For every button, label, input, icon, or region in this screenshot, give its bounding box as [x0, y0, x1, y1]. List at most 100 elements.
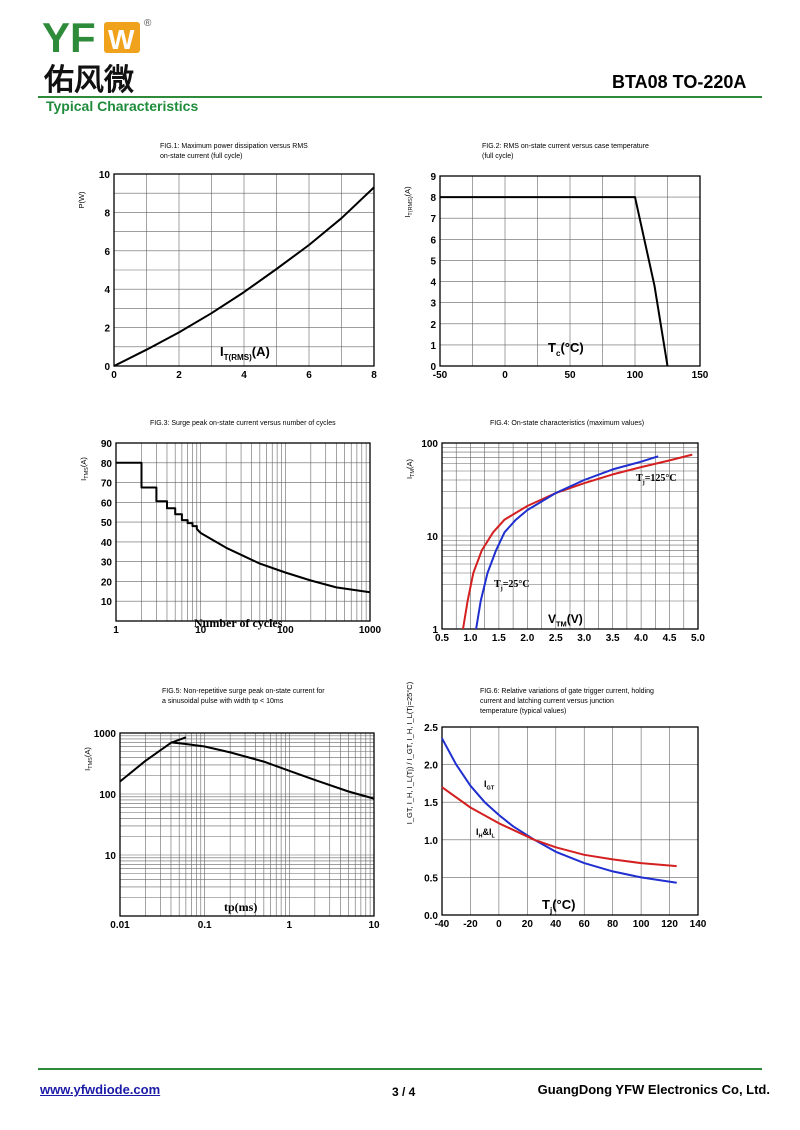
x-axis-label: IT(RMS)(A): [220, 344, 270, 362]
x-tick-label: 10: [195, 625, 207, 636]
plot-frame: [441, 442, 699, 630]
chart-fig1: FIG.1: Maximum power dissipation versus …: [77, 143, 377, 381]
y-tick-label: 0: [104, 362, 110, 373]
chart-title-line: (full cycle): [482, 153, 514, 160]
x-tick-label: 50: [564, 370, 576, 381]
y-tick-label: 10: [101, 597, 113, 608]
figure-4: FIG.4: On-state characteristics (maximum…: [398, 415, 728, 650]
x-tick-label: 1: [287, 920, 293, 931]
y-tick-label: 3: [430, 299, 436, 310]
footer-divider: [38, 1068, 762, 1070]
legend-tj-125: Tj=125°C: [636, 473, 677, 486]
section-title: Typical Characteristics: [46, 98, 199, 114]
x-tick-label: 150: [692, 370, 709, 381]
y-tick-label: 1000: [94, 729, 117, 740]
page-number: 3 / 4: [392, 1085, 416, 1099]
grid: [119, 732, 375, 917]
series-line: [441, 737, 677, 884]
x-tick-label: 4.0: [634, 633, 648, 644]
x-tick-label: -20: [463, 919, 478, 930]
plot-frame: [113, 173, 375, 367]
x-tick-label: 8: [371, 370, 377, 381]
x-tick-label: 140: [690, 919, 707, 930]
x-tick-label: 100: [277, 625, 294, 636]
chart-title-line: FIG.4: On-state characteristics (maximum…: [490, 420, 644, 427]
y-tick-label: 6: [104, 247, 110, 258]
x-tick-label: 1.0: [463, 633, 477, 644]
y-tick-label: 60: [101, 498, 113, 509]
figure-1: FIG.1: Maximum power dissipation versus …: [70, 138, 390, 388]
x-tick-label: 100: [627, 370, 644, 381]
figure-6: FIG.6: Relative variations of gate trigg…: [398, 681, 728, 933]
y-tick-label: 6: [430, 235, 436, 246]
y-tick-label: 7: [430, 214, 436, 225]
series-line: [113, 186, 375, 367]
plot-frame: [119, 732, 375, 917]
logo-w-letter: W: [108, 24, 135, 55]
y-tick-label: 50: [101, 518, 113, 529]
registered-mark: ®: [144, 18, 152, 29]
y-tick-label: 1.0: [424, 836, 438, 847]
chart-fig5: FIG.5: Non-repetitive surge peak on-stat…: [83, 688, 380, 931]
y-tick-label: 5: [430, 256, 436, 267]
y-axis-label: IT(RMS)(A): [403, 186, 414, 218]
y-tick-label: 4: [104, 285, 110, 296]
annotation-tp-ms: tp(ms): [224, 900, 257, 914]
x-tick-label: 40: [550, 919, 562, 930]
x-tick-label: 1.5: [492, 633, 506, 644]
series-line: [119, 736, 187, 783]
x-axis-label: Tc(°C): [548, 340, 584, 358]
y-tick-label: 1.5: [424, 798, 438, 809]
x-tick-label: 4.5: [663, 633, 677, 644]
figure-5: FIG.5: Non-repetitive surge peak on-stat…: [70, 683, 390, 933]
series-line: [440, 196, 669, 367]
x-tick-label: 0.01: [110, 920, 130, 931]
chart-title-line: temperature (typical values): [480, 708, 566, 715]
x-tick-label: 1: [113, 625, 119, 636]
header-divider: [38, 96, 762, 98]
chart-fig4: FIG.4: On-state characteristics (maximum…: [405, 420, 705, 644]
website-link[interactable]: www.yfwdiode.com: [40, 1082, 161, 1097]
y-tick-label: 20: [101, 577, 113, 588]
y-axis-label: I_GT, I_H, I_L(Tj) / I_GT, I_H, I_L(Tj=2…: [405, 681, 414, 824]
y-tick-label: 30: [101, 558, 113, 569]
x-tick-label: 1000: [359, 625, 382, 636]
y-tick-label: 0.5: [424, 873, 438, 884]
series-line: [475, 455, 659, 630]
logo-yf-text: YF: [42, 14, 96, 61]
grid: [113, 173, 375, 367]
series-line: [462, 453, 693, 630]
y-tick-label: 80: [101, 459, 113, 470]
y-tick-label: 100: [99, 790, 116, 801]
y-tick-label: 2: [104, 324, 110, 335]
x-tick-label: 100: [633, 919, 650, 930]
plot-frame: [441, 726, 699, 916]
y-axis-label: ITM(A): [405, 458, 416, 479]
x-axis-label: VTM(V): [548, 612, 583, 629]
x-tick-label: 4: [241, 370, 247, 381]
y-axis-label: P(W): [77, 191, 86, 209]
grid: [441, 726, 699, 916]
y-axis-label: ITMS(A): [83, 747, 94, 771]
y-tick-label: 100: [421, 439, 438, 450]
figure-2: FIG.2: RMS on-state current versus case …: [398, 138, 728, 388]
figure-3: FIG.3: Surge peak on-state current versu…: [70, 415, 390, 650]
x-tick-label: 0.1: [198, 920, 212, 931]
x-tick-label: 0: [111, 370, 117, 381]
chart-title-line: FIG.2: RMS on-state current versus case …: [482, 143, 649, 150]
y-tick-label: 10: [105, 851, 117, 862]
x-tick-label: 3.5: [606, 633, 620, 644]
y-tick-label: 8: [104, 208, 110, 219]
y-tick-label: 2.5: [424, 723, 438, 734]
logo-cn-text: 佑风微: [43, 63, 134, 96]
y-tick-label: 40: [101, 538, 113, 549]
series-line: [170, 741, 375, 800]
y-tick-label: 70: [101, 479, 113, 490]
series-line: [441, 786, 677, 868]
part-title: BTA08 TO-220A: [612, 72, 747, 92]
legend-igt: IGT: [484, 779, 495, 792]
logo-w-block: [104, 22, 140, 53]
x-tick-label: 0.5: [435, 633, 449, 644]
y-tick-label: 4: [430, 278, 436, 289]
chart-title-line: FIG.6: Relative variations of gate trigg…: [480, 688, 654, 695]
